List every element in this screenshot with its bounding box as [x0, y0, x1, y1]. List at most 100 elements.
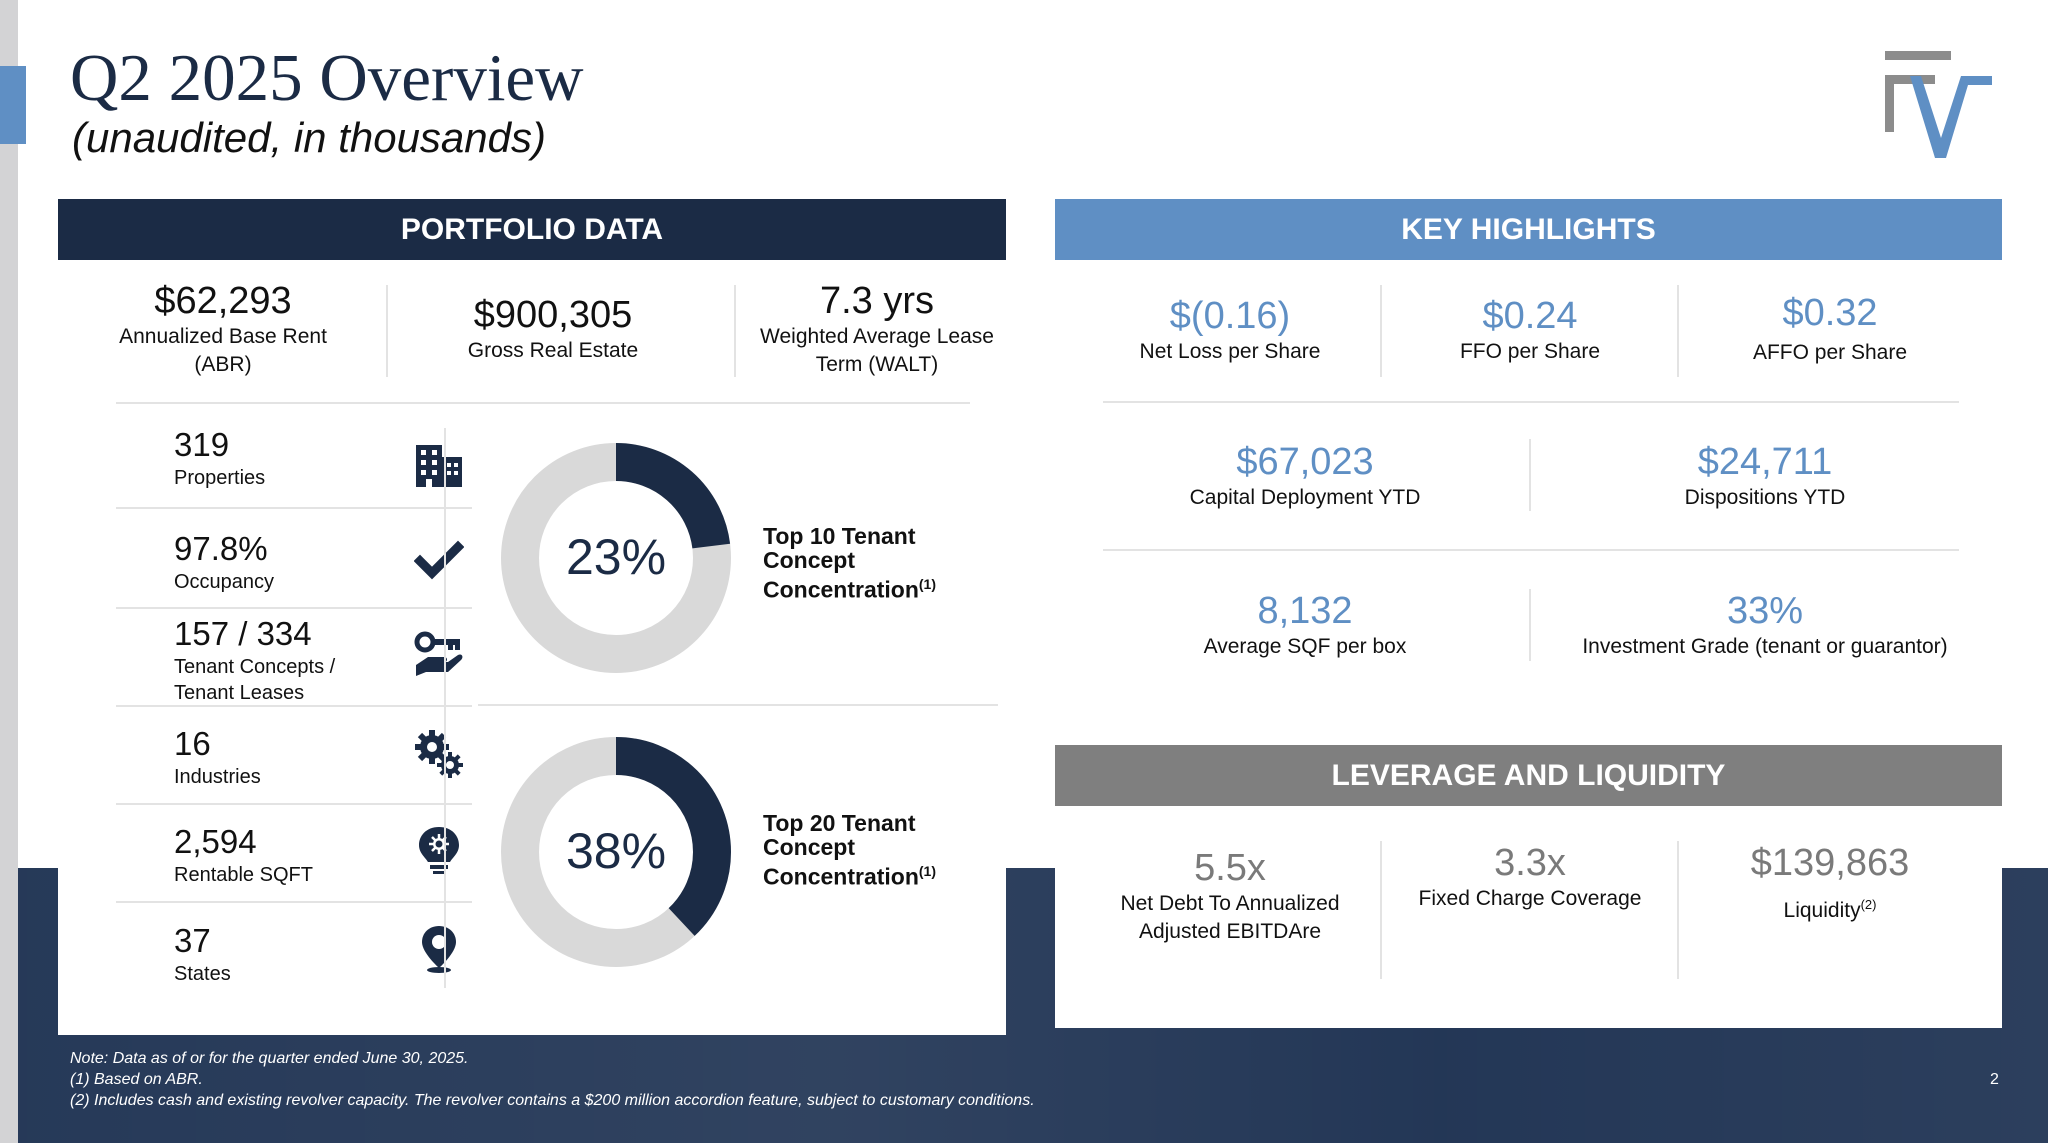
leverage-liquidity-panel: LEVERAGE AND LIQUIDITY 5.5x Net Debt To …	[1055, 745, 2002, 1028]
highlight-ffo: $0.24 FFO per Share	[1395, 295, 1665, 366]
highlight-average-sqf-label: Average SQF per box	[1203, 634, 1407, 658]
stat-divider	[116, 507, 472, 509]
stat-tenant-concepts-label-2: Tenant Leases	[174, 682, 305, 704]
footnotes: Note: Data as of or for the quarter ende…	[70, 1048, 1035, 1111]
donut-top10-footnote: (1)	[918, 576, 937, 592]
stat-rentable-sqft-label: Rentable SQFT	[174, 864, 313, 886]
leverage-divider	[1677, 841, 1679, 979]
stat-properties-label: Properties	[174, 467, 266, 489]
donut-top20-label-line1: Top 20 Tenant	[763, 810, 916, 836]
kpi-row-divider	[116, 402, 970, 404]
page-title: Q2 2025 Overview	[70, 41, 584, 115]
key-highlights-panel: KEY HIGHLIGHTS $(0.16) Net Loss per Shar…	[1055, 199, 2002, 705]
leverage-liquidity-value: $139,863	[1750, 842, 1910, 884]
donut-top20-arc	[501, 737, 731, 967]
footnote-line1: Note: Data as of or for the quarter ende…	[70, 1050, 469, 1067]
gears-icon	[415, 730, 463, 778]
kpi-gross-real-estate: $900,305 Gross Real Estate	[408, 294, 698, 365]
donut-top10-label-line3: Concentration	[763, 576, 919, 603]
leverage-liquidity: $139,863 Liquidity(2)	[1695, 842, 1965, 925]
leverage-liquidity-label: Liquidity	[1783, 898, 1861, 922]
stat-occupancy-value: 97.8%	[174, 530, 268, 567]
stat-tenant-concepts: 157 / 334 Tenant Concepts / Tenant Lease…	[174, 617, 474, 706]
kpi-divider	[386, 285, 388, 377]
portfolio-data-header: PORTFOLIO DATA	[58, 199, 1006, 260]
stat-properties: 319 Properties	[174, 428, 474, 491]
highlight-affo-label: AFFO per Share	[1752, 340, 1908, 364]
stat-states: 37 States	[174, 924, 474, 987]
kpi-gross-real-estate-label: Gross Real Estate	[467, 338, 639, 362]
key-hand-icon	[414, 631, 463, 676]
donut-top10-label-line1: Top 10 Tenant	[763, 523, 916, 549]
stat-divider	[116, 803, 472, 805]
kpi-walt-label-2: Term (WALT)	[815, 352, 939, 376]
highlight-dispositions-label: Dispositions YTD	[1684, 485, 1846, 509]
stat-occupancy: 97.8% Occupancy	[174, 532, 474, 595]
highlight-capital-deployment: $67,023 Capital Deployment YTD	[1125, 441, 1485, 512]
stat-states-value: 37	[174, 922, 211, 959]
leverage-net-debt: 5.5x Net Debt To Annualized Adjusted EBI…	[1095, 847, 1365, 946]
leverage-net-debt-label-2: Adjusted EBITDAre	[1138, 919, 1322, 943]
donut-top10-label: Top 10 Tenant Concept Concentration(1)	[763, 524, 936, 602]
left-edge-strip	[0, 0, 18, 1143]
left-accent-bar	[0, 66, 26, 144]
stat-industries: 16 Industries	[174, 727, 474, 790]
highlight-net-loss: $(0.16) Net Loss per Share	[1095, 295, 1365, 366]
donut-top20-label-line3: Concentration	[763, 863, 919, 890]
kpi-abr-value: $62,293	[154, 280, 292, 322]
stat-divider	[116, 705, 472, 707]
highlight-dispositions: $24,711 Dispositions YTD	[1585, 441, 1945, 512]
donut-top20-footnote: (1)	[918, 863, 937, 879]
kpi-divider	[734, 285, 736, 377]
kpi-abr-label-2: (ABR)	[194, 352, 252, 376]
donut-divider	[478, 704, 998, 706]
kpi-abr: $62,293 Annualized Base Rent (ABR)	[88, 280, 358, 379]
donut-top20-label: Top 20 Tenant Concept Concentration(1)	[763, 811, 936, 889]
donut-top20-label-line2: Concept	[763, 834, 855, 860]
highlight-investment-grade: 33% Investment Grade (tenant or guaranto…	[1545, 590, 1985, 661]
stat-occupancy-label: Occupancy	[174, 571, 275, 593]
highlight-divider	[1529, 589, 1531, 661]
stat-divider	[116, 901, 472, 903]
kpi-walt-value: 7.3 yrs	[819, 280, 935, 322]
location-pin-icon	[422, 926, 456, 973]
donut-top10-value: 23%	[566, 529, 666, 585]
highlight-ffo-value: $0.24	[1482, 295, 1578, 337]
donut-chart-top20: 38%	[501, 737, 731, 967]
kpi-abr-label: Annualized Base Rent	[119, 324, 327, 348]
highlight-divider	[1677, 285, 1679, 377]
stat-rentable-sqft: 2,594 Rentable SQFT	[174, 825, 474, 888]
highlight-net-loss-value: $(0.16)	[1169, 295, 1291, 337]
donut-top10-arc	[501, 443, 731, 673]
stat-states-label: States	[174, 963, 231, 985]
kpi-gross-real-estate-value: $900,305	[473, 294, 633, 336]
highlight-ffo-label: FFO per Share	[1459, 339, 1601, 363]
highlight-divider	[1380, 285, 1382, 377]
leverage-net-debt-value: 5.5x	[1194, 847, 1266, 889]
building-icon	[416, 445, 462, 487]
leverage-fixed-charge-label: Fixed Charge Coverage	[1418, 886, 1642, 910]
highlight-investment-grade-label: Investment Grade (tenant or guarantor)	[1582, 634, 1948, 658]
highlight-affo-value: $0.32	[1782, 292, 1878, 334]
leverage-net-debt-label: Net Debt To Annualized	[1120, 891, 1340, 915]
stat-properties-value: 319	[174, 426, 230, 463]
donut-top20-value: 38%	[566, 823, 666, 879]
highlight-divider	[1529, 439, 1531, 511]
page-number: 2	[1990, 1071, 1999, 1088]
highlight-row-divider	[1103, 401, 1959, 403]
stat-industries-label: Industries	[174, 766, 261, 788]
highlight-affo: $0.32 AFFO per Share	[1695, 292, 1965, 367]
stat-divider	[116, 607, 472, 609]
company-logo	[1885, 51, 1992, 158]
footnote-line2: (1) Based on ABR.	[70, 1071, 203, 1088]
stat-rentable-sqft-value: 2,594	[174, 823, 257, 860]
checkmark-icon	[414, 540, 464, 580]
footnote-line3: (2) Includes cash and existing revolver …	[70, 1092, 1035, 1109]
highlight-dispositions-value: $24,711	[1697, 441, 1833, 483]
page-subtitle: (unaudited, in thousands)	[72, 114, 546, 161]
donut-top10-label-line2: Concept	[763, 547, 855, 573]
key-highlights-header: KEY HIGHLIGHTS	[1055, 199, 2002, 260]
leverage-liquidity-header: LEVERAGE AND LIQUIDITY	[1055, 745, 2002, 806]
highlight-capital-deployment-label: Capital Deployment YTD	[1189, 485, 1421, 509]
leverage-fixed-charge-value: 3.3x	[1494, 842, 1566, 884]
